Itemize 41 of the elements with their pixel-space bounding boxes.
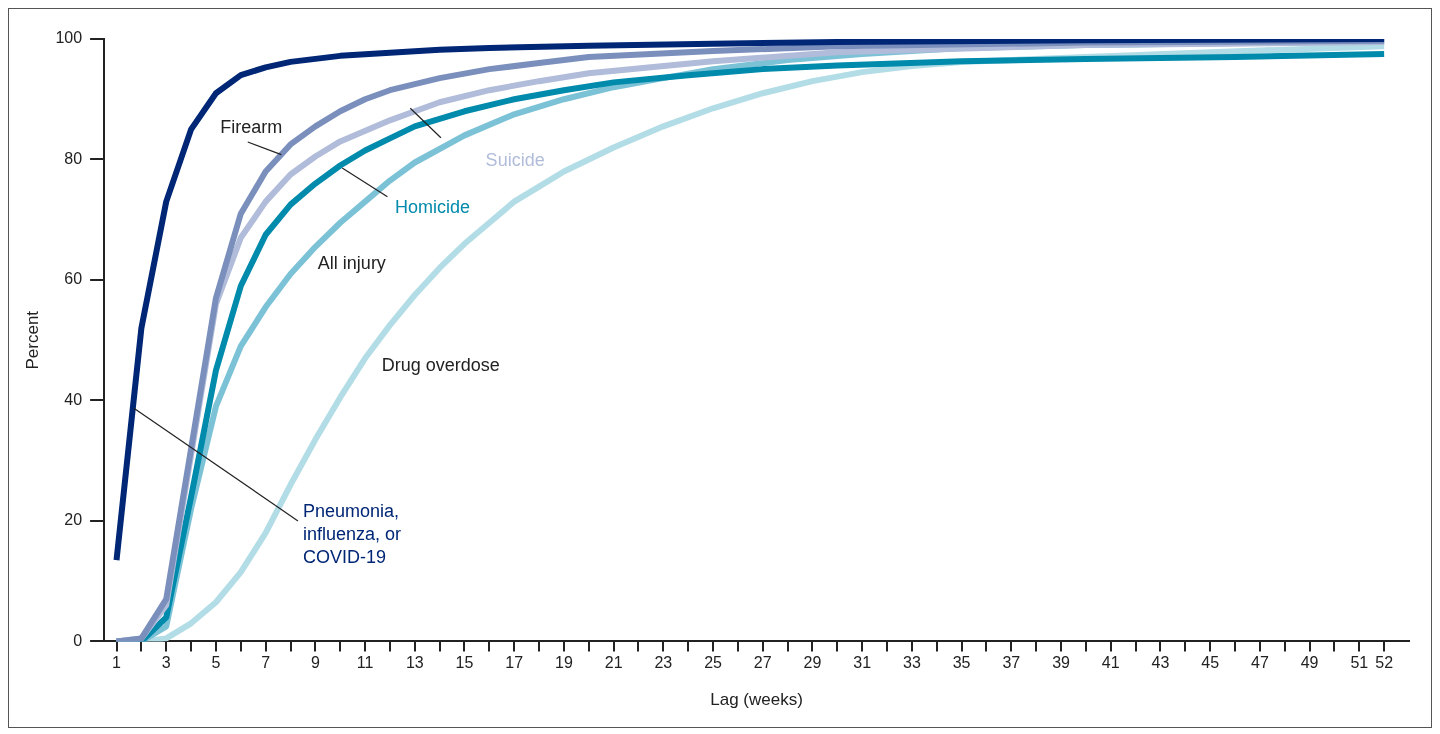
x-tick-label: 11 [356,654,374,672]
x-tick-label: 13 [405,654,424,672]
x-tick-label: 1 [112,654,122,672]
x-tick-label: 19 [555,654,573,672]
x-tick-label: 9 [310,654,320,672]
series-label: Firearm [220,116,283,137]
x-tick-label: 21 [604,654,623,672]
y-axis-title: Percent [22,310,42,370]
y-tick-label: 100 [55,29,83,47]
text: Homicide [394,197,470,218]
x-tick-label: 7 [261,654,271,672]
x-tick-label: 52 [1375,654,1394,672]
x-tick-label: 33 [902,654,921,672]
x-tick-label: 45 [1201,654,1220,672]
x-tick-label: 49 [1300,654,1319,672]
y-tick-label: 80 [64,149,83,167]
x-tick-label: 25 [704,654,723,672]
x-tick-label: 39 [1052,654,1071,672]
series-label: Drug overdose [381,355,500,376]
x-tick-label: 23 [654,654,673,672]
x-tick-label: 5 [211,654,221,672]
x-tick-label: 27 [753,654,772,672]
x-tick-label: 29 [803,654,822,672]
x-tick-label: 35 [952,654,971,672]
x-tick-label: 43 [1151,654,1170,672]
x-tick-label: 37 [1002,654,1021,672]
text: Suicide [485,149,545,170]
y-tick-label: 0 [73,631,83,649]
x-tick-label: 51 [1350,654,1369,672]
y-tick-label: 20 [64,511,83,529]
x-tick-label: 31 [853,654,872,672]
x-axis-title: Lag (weeks) [710,690,803,710]
text: Pneumonia, influenza, or COVID-19 [302,500,401,567]
x-tick-label: 41 [1101,654,1120,672]
x-tick-label: 17 [505,654,524,672]
y-tick-label: 60 [64,270,83,288]
x-tick-label: 3 [161,654,171,672]
x-tick-label: 47 [1250,654,1269,672]
series-label: All injury [317,252,386,273]
x-tick-label: 15 [455,654,474,672]
y-tick-label: 40 [64,390,83,408]
